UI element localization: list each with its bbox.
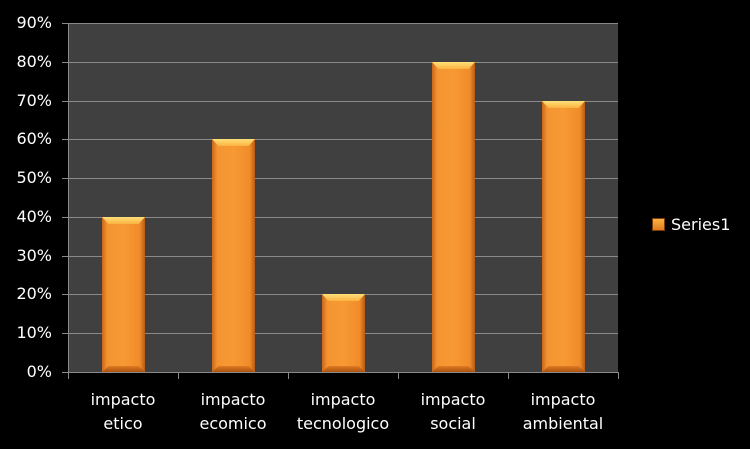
y-tick-label: 20% — [16, 284, 52, 303]
y-tick — [62, 139, 68, 140]
y-tick-label: 10% — [16, 323, 52, 342]
x-tick — [68, 372, 69, 379]
y-tick — [62, 62, 68, 63]
bar — [322, 294, 365, 372]
y-tick — [62, 101, 68, 102]
y-tick — [62, 333, 68, 334]
y-tick — [62, 178, 68, 179]
x-tick-label: impacto ecomico — [199, 390, 267, 433]
bar — [212, 139, 255, 372]
y-tick — [62, 217, 68, 218]
y-tick — [62, 256, 68, 257]
y-tick-label: 70% — [16, 91, 52, 110]
legend-label: Series1 — [671, 215, 731, 234]
y-tick — [62, 372, 68, 373]
gridline — [68, 101, 618, 102]
gridline — [68, 178, 618, 179]
gridline — [68, 23, 618, 24]
y-tick-label: 90% — [16, 13, 52, 32]
x-tick-label: impacto ambiental — [522, 390, 604, 433]
y-tick-label: 30% — [16, 246, 52, 265]
y-tick-label: 40% — [16, 207, 52, 226]
x-axis-line — [68, 372, 618, 373]
gridline — [68, 256, 618, 257]
y-tick — [62, 23, 68, 24]
y-tick-label: 80% — [16, 52, 52, 71]
gridline — [68, 217, 618, 218]
x-tick-label: impacto tecnologico — [296, 390, 390, 433]
y-tick — [62, 294, 68, 295]
y-axis-line — [68, 23, 69, 372]
y-tick-label: 60% — [16, 129, 52, 148]
x-tick — [288, 372, 289, 379]
x-tick — [618, 372, 619, 379]
x-tick — [508, 372, 509, 379]
x-tick-label: impacto etico — [90, 390, 156, 433]
x-tick — [178, 372, 179, 379]
x-tick — [398, 372, 399, 379]
legend: Series1 — [652, 215, 730, 234]
bar — [542, 101, 585, 372]
gridline — [68, 62, 618, 63]
x-tick-label: impacto social — [420, 390, 486, 433]
bar — [432, 62, 475, 372]
bar — [102, 217, 145, 372]
gridline — [68, 139, 618, 140]
y-tick-label: 50% — [16, 168, 52, 187]
legend-swatch-icon — [652, 218, 665, 231]
y-tick-label: 0% — [26, 362, 52, 381]
